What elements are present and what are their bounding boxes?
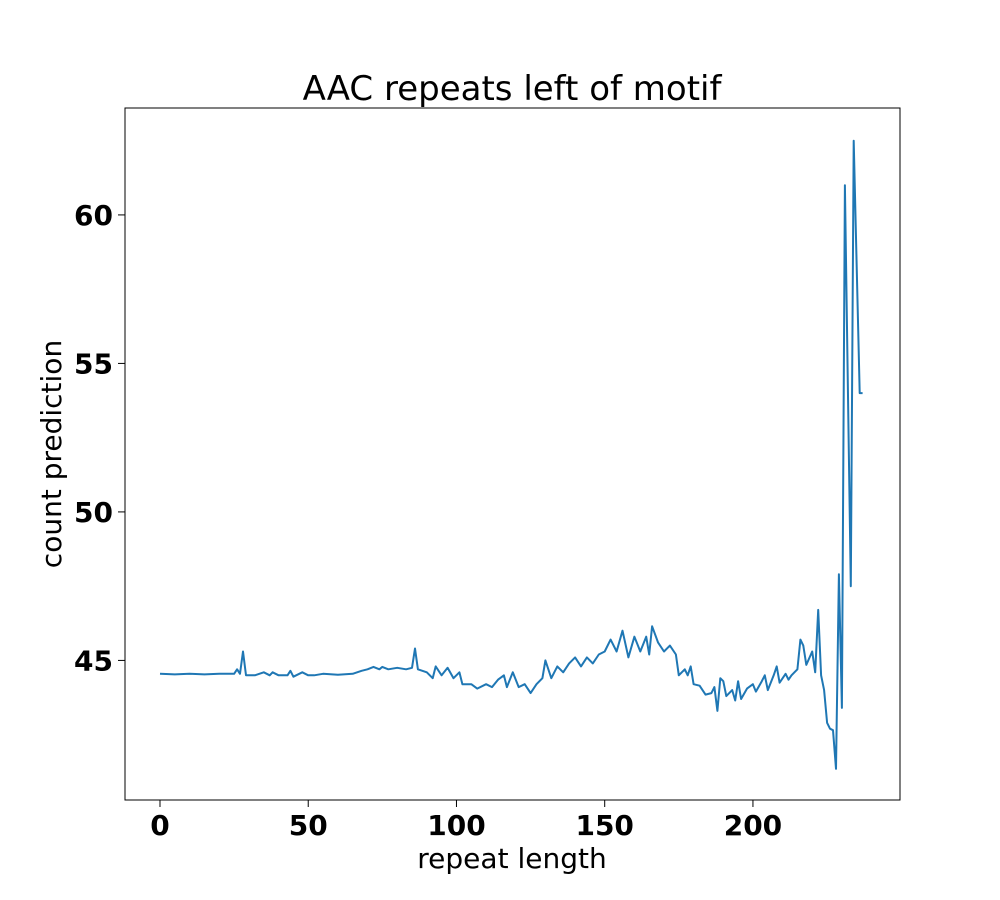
x-tick-label: 100 <box>427 809 485 842</box>
x-axis-label: repeat length <box>417 842 606 875</box>
x-tick-label: 200 <box>724 809 782 842</box>
y-tick-label: 50 <box>74 496 113 529</box>
x-tick-label: 0 <box>150 809 169 842</box>
plot-area: 0 50 100 150 200 45 50 55 60 <box>74 107 901 842</box>
plot-frame <box>124 107 901 801</box>
x-tick-label: 150 <box>575 809 633 842</box>
y-tick-label: 55 <box>74 347 113 380</box>
series-line <box>159 139 863 770</box>
y-axis-label: count prediction <box>35 340 68 568</box>
x-tick-label: 50 <box>289 809 328 842</box>
chart-title: AAC repeats left of motif <box>303 69 723 109</box>
y-tick-label: 60 <box>74 199 113 232</box>
y-tick-label: 45 <box>74 644 113 677</box>
